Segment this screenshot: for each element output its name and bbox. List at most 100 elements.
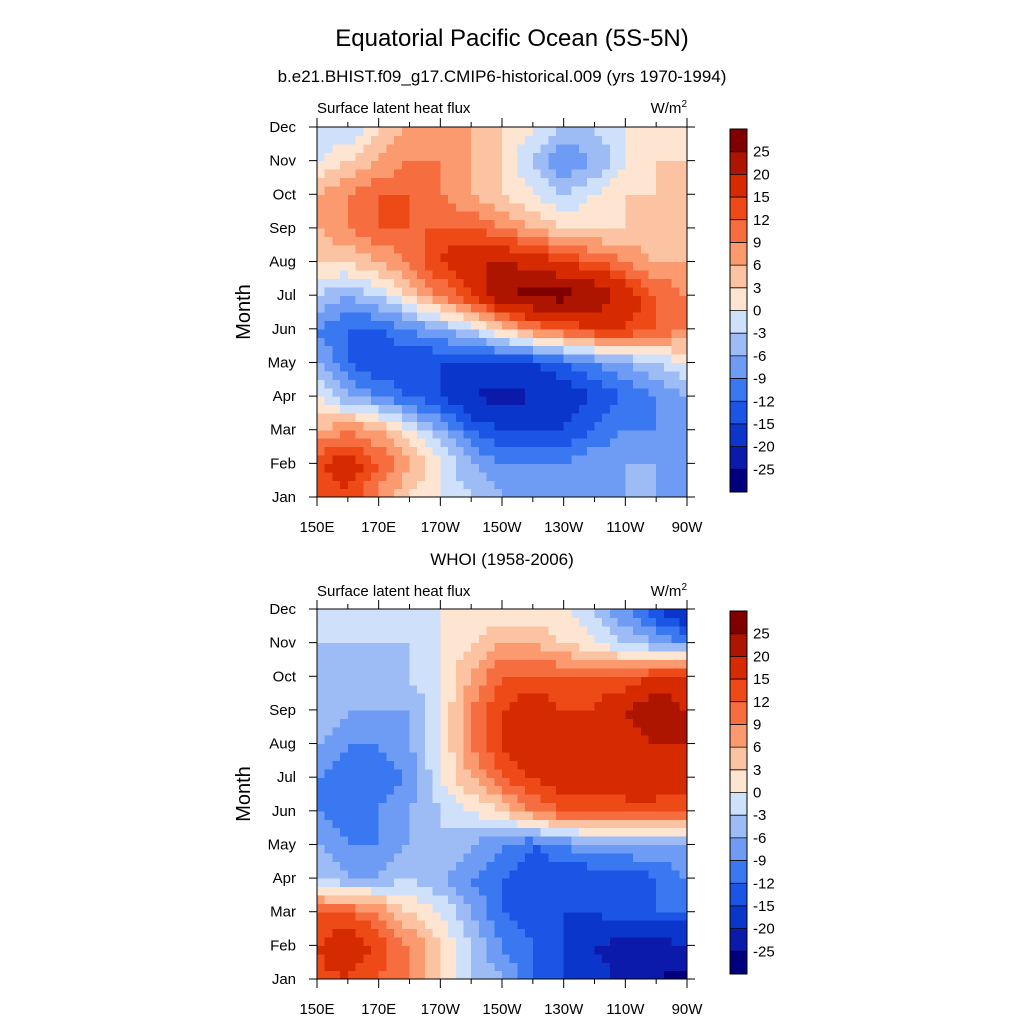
heatmap-cell	[340, 320, 349, 330]
heatmap-cell	[463, 295, 472, 305]
heatmap-cell	[663, 617, 673, 627]
heatmap-cell	[563, 303, 572, 313]
heatmap-cell	[455, 659, 465, 669]
heatmap-cell	[394, 953, 403, 963]
y-tick-label: Jan	[272, 971, 296, 988]
heatmap-cell	[409, 429, 418, 439]
heatmap-cell	[502, 743, 511, 753]
heatmap-cell	[370, 278, 380, 288]
heatmap-cell	[448, 751, 457, 761]
heatmap-cell	[401, 446, 411, 456]
heatmap-cell	[671, 945, 680, 955]
heatmap-cell	[317, 970, 326, 980]
heatmap-cell	[648, 429, 657, 439]
heatmap-cell	[571, 185, 580, 195]
heatmap-cell	[679, 278, 688, 288]
heatmap-cell	[548, 370, 557, 380]
heatmap-cell	[525, 768, 534, 778]
heatmap-cell	[555, 810, 565, 820]
heatmap-cell	[663, 286, 673, 296]
heatmap-cell	[571, 269, 580, 279]
heatmap-cell	[378, 404, 387, 414]
heatmap-cell	[355, 751, 364, 761]
heatmap-cell	[386, 227, 395, 237]
heatmap-cell	[594, 684, 603, 694]
heatmap-cell	[340, 286, 349, 296]
heatmap-cell	[424, 693, 434, 703]
heatmap-cell	[432, 454, 441, 464]
heatmap-cell	[525, 211, 534, 221]
heatmap-cell	[324, 802, 334, 812]
heatmap-cell	[671, 911, 680, 921]
heatmap-cell	[463, 617, 472, 627]
heatmap-cell	[671, 387, 680, 397]
heatmap-cell	[386, 827, 395, 837]
heatmap-cell	[409, 642, 418, 652]
heatmap-cell	[617, 463, 626, 473]
heatmap-cell	[386, 844, 395, 854]
heatmap-cell	[455, 928, 465, 938]
heatmap-cell	[517, 454, 526, 464]
heatmap-cell	[401, 852, 411, 862]
heatmap-cell	[340, 852, 349, 862]
heatmap-cell	[463, 667, 472, 677]
heatmap-cell	[540, 185, 549, 195]
heatmap-cell	[663, 760, 673, 770]
heatmap-cell	[401, 878, 411, 888]
heatmap-cell	[370, 177, 380, 187]
heatmap-cell	[586, 227, 596, 237]
heatmap-cell	[332, 211, 341, 221]
heatmap-cell	[640, 609, 650, 619]
heatmap-cell	[555, 312, 565, 322]
heatmap-cell	[340, 684, 349, 694]
heatmap-cell	[509, 185, 519, 195]
heatmap-cell	[671, 920, 680, 930]
heatmap-cell	[502, 634, 511, 644]
heatmap-cell	[525, 412, 534, 422]
heatmap-cell	[424, 667, 434, 677]
heatmap-cell	[671, 617, 680, 627]
heatmap-cell	[409, 945, 418, 955]
heatmap-cell	[679, 928, 688, 938]
heatmap-cell	[602, 362, 611, 372]
heatmap-cell	[363, 429, 372, 439]
heatmap-cell	[378, 295, 387, 305]
figure-title: Equatorial Pacific Ocean (5S-5N)	[335, 25, 688, 52]
heatmap-cell	[502, 269, 511, 279]
heatmap-cell	[633, 962, 642, 972]
heatmap-cell	[625, 886, 634, 896]
heatmap-cell	[617, 261, 626, 271]
heatmap-cell	[571, 370, 580, 380]
heatmap-cell	[417, 387, 426, 397]
heatmap-cell	[340, 634, 349, 644]
heatmap-cell	[532, 693, 542, 703]
heatmap-cell	[363, 387, 372, 397]
heatmap-cell	[502, 794, 511, 804]
heatmap-cell	[602, 844, 611, 854]
heatmap-cell	[633, 726, 642, 736]
heatmap-cell	[370, 320, 380, 330]
heatmap-cell	[378, 152, 387, 162]
heatmap-cell	[409, 362, 418, 372]
heatmap-cell	[347, 337, 357, 347]
heatmap-cell	[633, 684, 642, 694]
heatmap-cell	[555, 684, 565, 694]
heatmap-cell	[347, 886, 357, 896]
heatmap-cell	[478, 911, 488, 921]
heatmap-cell	[640, 488, 650, 498]
heatmap-cell	[671, 236, 680, 246]
heatmap-cell	[609, 886, 619, 896]
colorbar-label: 0	[753, 785, 761, 802]
heatmap-cell	[617, 667, 626, 677]
heatmap-cell	[455, 454, 465, 464]
heatmap-cell	[502, 429, 511, 439]
heatmap-cell	[432, 920, 441, 930]
heatmap-cell	[471, 454, 480, 464]
heatmap-cell	[648, 861, 657, 871]
heatmap-cell	[347, 819, 357, 829]
heatmap-cell	[555, 642, 565, 652]
heatmap-cell	[417, 152, 426, 162]
heatmap-cell	[494, 735, 503, 745]
heatmap-cell	[386, 177, 395, 187]
heatmap-cell	[679, 454, 688, 464]
